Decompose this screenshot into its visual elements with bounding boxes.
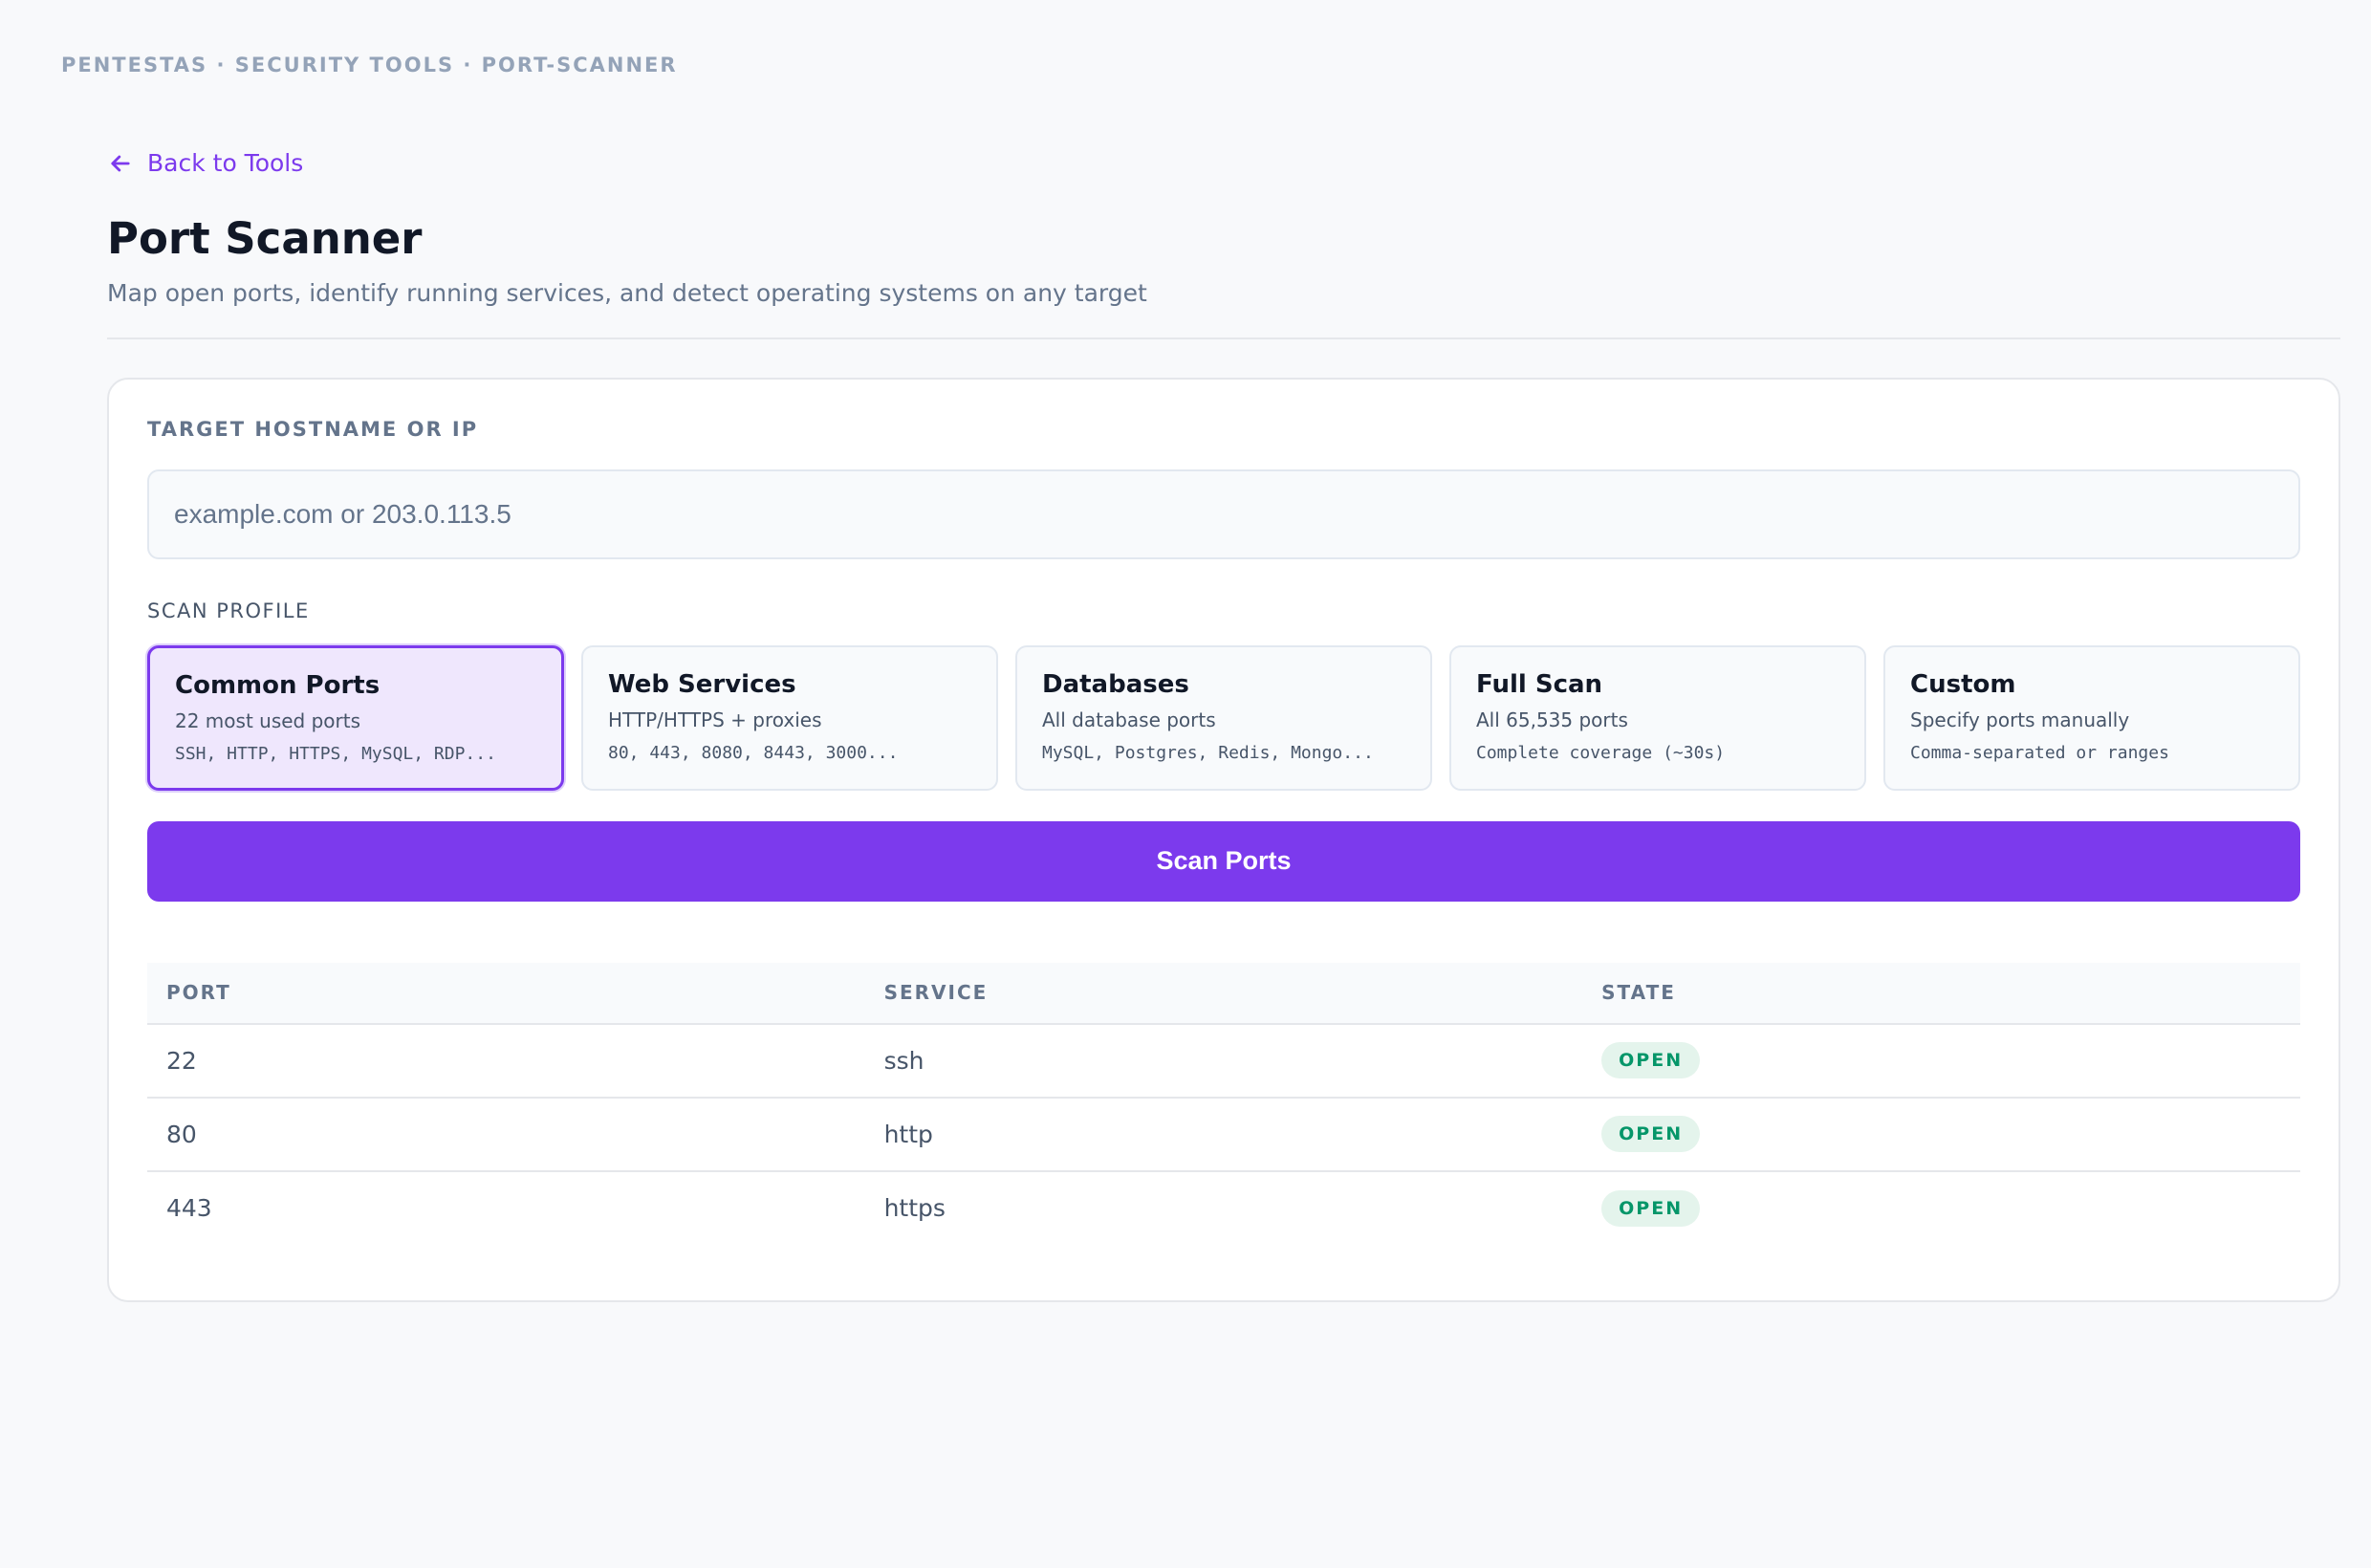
table-row: 22 ssh OPEN — [147, 1023, 2300, 1099]
profile-name: Full Scan — [1476, 669, 1603, 699]
port-cell: 22 — [147, 1023, 865, 1099]
status-badge: OPEN — [1601, 1116, 1701, 1152]
status-badge: OPEN — [1601, 1189, 1701, 1227]
page-subtitle: Map open ports, identify running service… — [107, 278, 1147, 307]
profile-description: Specify ports manually — [1910, 708, 2130, 731]
profile-common-ports[interactable]: Common Ports 22 most used ports SSH, HTT… — [147, 644, 564, 791]
profile-name: Web Services — [608, 669, 796, 699]
profile-custom[interactable]: Custom Specify ports manually Comma-sepa… — [1883, 644, 2300, 791]
port-cell: 80 — [147, 1097, 865, 1172]
arrow-left-icon — [111, 155, 130, 171]
profile-ports: Comma-separated or ranges — [1910, 742, 2169, 763]
back-link-label: Back to Tools — [147, 149, 304, 177]
page-title: Port Scanner — [107, 212, 423, 264]
back-to-tools-link[interactable]: Back to Tools — [107, 149, 303, 177]
status-badge: OPEN — [1601, 1042, 1701, 1078]
service-cell: https — [883, 1194, 946, 1222]
profile-full-scan[interactable]: Full Scan All 65,535 ports Complete cove… — [1449, 644, 1866, 791]
profile-ports: Complete coverage (~30s) — [1476, 742, 1726, 763]
profile-name: Databases — [1042, 669, 1189, 699]
port-cell: 443 — [166, 1194, 212, 1222]
profile-databases[interactable]: Databases All database ports MySQL, Post… — [1015, 644, 1432, 791]
profile-description: HTTP/HTTPS + proxies — [608, 708, 822, 731]
table-row: 443 https OPEN — [147, 1171, 2300, 1245]
profile-description: All database ports — [1042, 708, 1216, 731]
profile-web-services[interactable]: Web Services HTTP/HTTPS + proxies 80, 44… — [581, 644, 998, 791]
profile-description: All 65,535 ports — [1476, 708, 1628, 731]
profile-name: Custom — [1910, 669, 2016, 699]
state-cell: OPEN — [1582, 1171, 2300, 1245]
divider — [107, 337, 2340, 339]
table-header-row: PORT SERVICE STATE — [147, 962, 2300, 1025]
table-row: 80 http OPEN — [147, 1097, 2300, 1172]
column-header-service: SERVICE — [864, 962, 1583, 1025]
state-cell: OPEN — [1582, 1023, 2300, 1099]
profile-ports: SSH, HTTP, HTTPS, MySQL, RDP... — [175, 743, 496, 764]
column-header-port: PORT — [147, 962, 865, 1025]
column-header-state: STATE — [1582, 962, 2300, 1025]
profile-ports: MySQL, Postgres, Redis, Mongo... — [1042, 742, 1374, 763]
target-label: TARGET HOSTNAME OR IP — [147, 417, 479, 441]
scanner-card: TARGET HOSTNAME OR IP SCAN PROFILE Commo… — [107, 377, 2340, 1302]
scan-profile-options: Common Ports 22 most used ports SSH, HTT… — [147, 644, 2300, 791]
profile-name: Common Ports — [175, 670, 381, 700]
state-cell: OPEN — [1582, 1097, 2300, 1172]
scan-profile-label: SCAN PROFILE — [147, 599, 310, 622]
results-table: PORT SERVICE STATE 22 ssh OPEN 80 http O… — [147, 962, 2300, 1245]
target-input[interactable] — [147, 468, 2300, 559]
scan-ports-button[interactable]: Scan Ports — [147, 820, 2300, 902]
service-cell: http — [864, 1097, 1583, 1172]
service-cell: ssh — [864, 1023, 1583, 1099]
breadcrumb: PENTESTAS · SECURITY TOOLS · PORT-SCANNE… — [61, 54, 678, 76]
profile-ports: 80, 443, 8080, 8443, 3000... — [608, 742, 899, 763]
profile-description: 22 most used ports — [175, 708, 361, 732]
main-content: Back to Tools Port Scanner Map open port… — [107, 149, 2340, 1302]
